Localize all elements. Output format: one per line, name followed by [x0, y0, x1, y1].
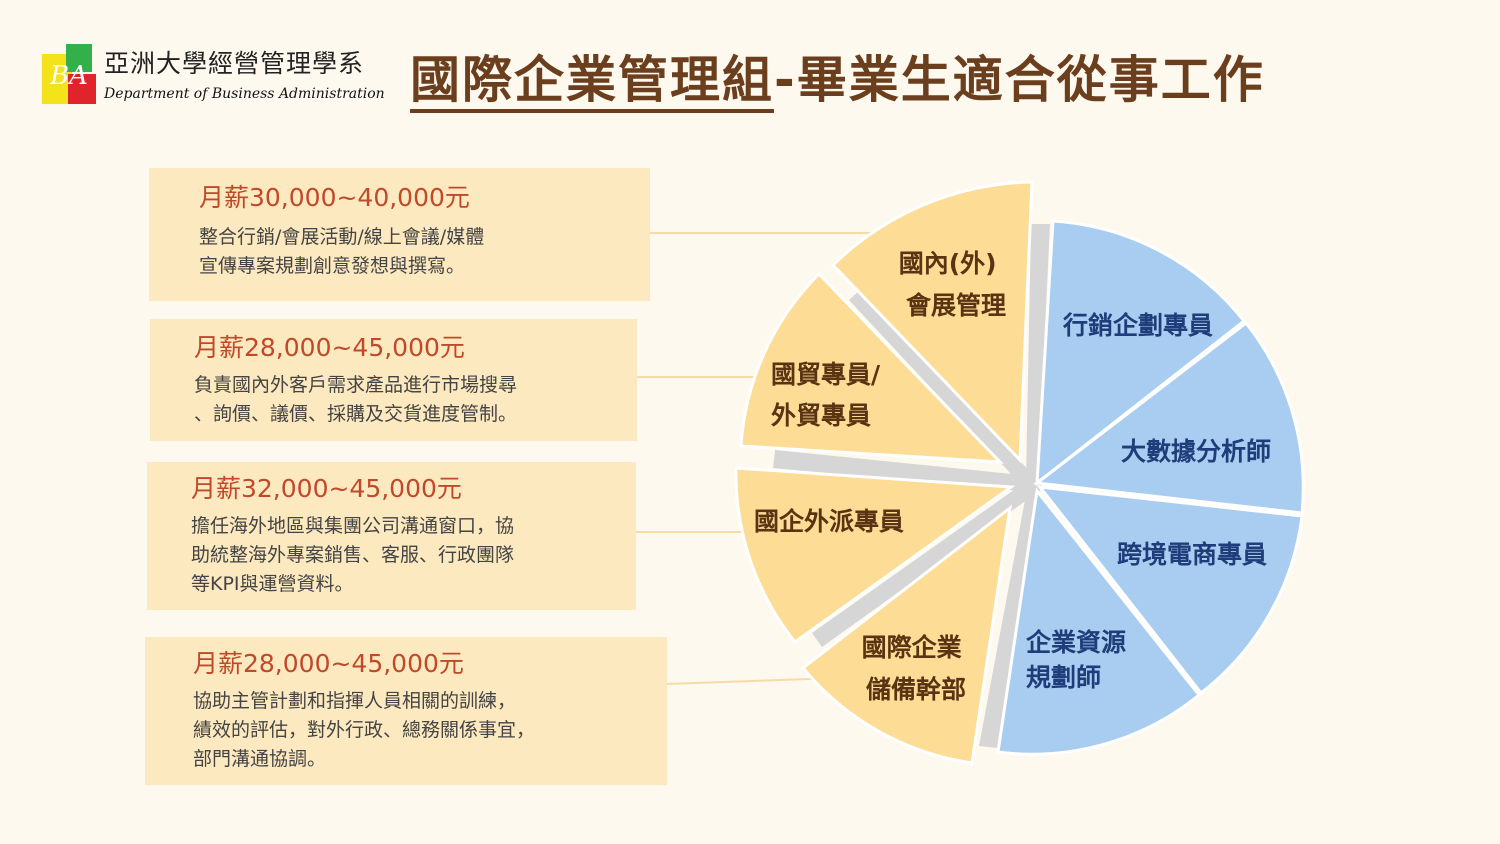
description-line: 協助主管計劃和指揮人員相關的訓練，: [193, 690, 517, 712]
segment-label-cross-border-ecommerce: 跨境電商專員: [1117, 540, 1267, 569]
spoke-lower-left: [812, 480, 1038, 647]
department-name: 亞洲大學經營管理學系: [104, 49, 365, 78]
department-logo: BA 亞洲大學經營管理學系 Department of Business Adm…: [42, 40, 385, 112]
segment-label-erp-planner: 企業資源 規劃師: [1026, 628, 1135, 692]
spoke-upper-left: [849, 290, 1036, 488]
description-line: 等KPI與運營資料。: [191, 573, 354, 595]
logo-mark-icon: BA: [42, 44, 96, 104]
info-box-overseas-assignment: 月薪32,000~45,000元 擔任海外地區與集團公司溝通窗口，協 助統整海外…: [147, 462, 636, 610]
description-line: 擔任海外地區與集團公司溝通窗口，協: [191, 515, 515, 537]
spoke-bottom: [979, 484, 1040, 748]
description-line: 助統整海外專案銷售、客服、行政團隊: [191, 544, 515, 566]
page-title-rest: -畢業生適合從事工作: [774, 51, 1265, 109]
spoke-middle-left: [773, 450, 1032, 492]
description-line: 績效的評估，對外行政、總務關係事宜，: [193, 719, 536, 741]
segment-erp-planner: [996, 487, 1202, 756]
segment-label-marketing-planner: 行銷企劃專員: [1062, 311, 1213, 340]
segment-cross-border-ecommerce: [1036, 485, 1304, 696]
salary-label: 月薪28,000~45,000元: [194, 333, 465, 362]
page-title: 國際企業管理組-畢業生適合從事工作: [410, 40, 1265, 113]
svg-text:BA: BA: [49, 61, 88, 91]
segment-big-data-analyst: [1033, 320, 1305, 515]
segment-event-management: [830, 180, 1034, 464]
salary-label: 月薪28,000~45,000元: [193, 649, 464, 678]
job-description: 擔任海外地區與集團公司溝通窗口，協 助統整海外專案銷售、客服、行政團隊 等KPI…: [191, 512, 514, 599]
info-box-trade-specialist: 月薪28,000~45,000元 負責國內外客戶需求產品進行市場搜尋 、詢價、議…: [150, 319, 637, 441]
segment-label-big-data-analyst: 大數據分析師: [1121, 437, 1271, 466]
description-line: 、詢價、議價、採購及交貨進度管制。: [194, 403, 518, 425]
segment-overseas-assignment: [734, 466, 1016, 645]
description-line: 宣傳專案規劃創意發想與撰寫。: [199, 255, 466, 277]
job-description: 協助主管計劃和指揮人員相關的訓練， 績效的評估，對外行政、總務關係事宜， 部門溝…: [193, 687, 535, 774]
description-line: 整合行銷/會展活動/線上會議/媒體: [199, 226, 485, 248]
info-box-management-trainee: 月薪28,000~45,000元 協助主管計劃和指揮人員相關的訓練， 績效的評估…: [145, 637, 667, 785]
leader-line-2: [637, 376, 797, 378]
page-title-main: 國際企業管理組: [410, 51, 774, 113]
description-line: 部門溝通協調。: [193, 748, 327, 770]
description-line: 負責國內外客戶需求產品進行市場搜尋: [194, 374, 518, 396]
job-description: 負責國內外客戶需求產品進行市場搜尋 、詢價、議價、採購及交貨進度管制。: [194, 371, 517, 429]
segment-management-trainee: [800, 504, 1013, 765]
segment-label-management-trainee: 國際企業 儲備幹部: [862, 633, 971, 704]
segment-trade-specialist: [739, 271, 1004, 464]
segment-marketing-planner: [1035, 219, 1247, 487]
info-box-event-management: 月薪30,000~40,000元 整合行銷/會展活動/線上會議/媒體 宣傳專案規…: [149, 168, 650, 301]
segment-label-event-management: 國內(外) 會展管理: [899, 249, 1006, 320]
salary-label: 月薪32,000~45,000元: [191, 474, 462, 503]
segment-label-trade-specialist: 國貿專員/ 外貿專員: [771, 360, 889, 430]
spoke-top: [1026, 224, 1050, 480]
leader-line-3: [635, 531, 785, 533]
salary-label: 月薪30,000~40,000元: [199, 183, 470, 212]
job-description: 整合行銷/會展活動/線上會議/媒體 宣傳專案規劃創意發想與撰寫。: [199, 223, 484, 281]
segment-label-overseas-assignment: 國企外派專員: [754, 507, 904, 536]
department-english-name: Department of Business Administration: [104, 86, 385, 102]
leader-line-1: [650, 232, 890, 234]
